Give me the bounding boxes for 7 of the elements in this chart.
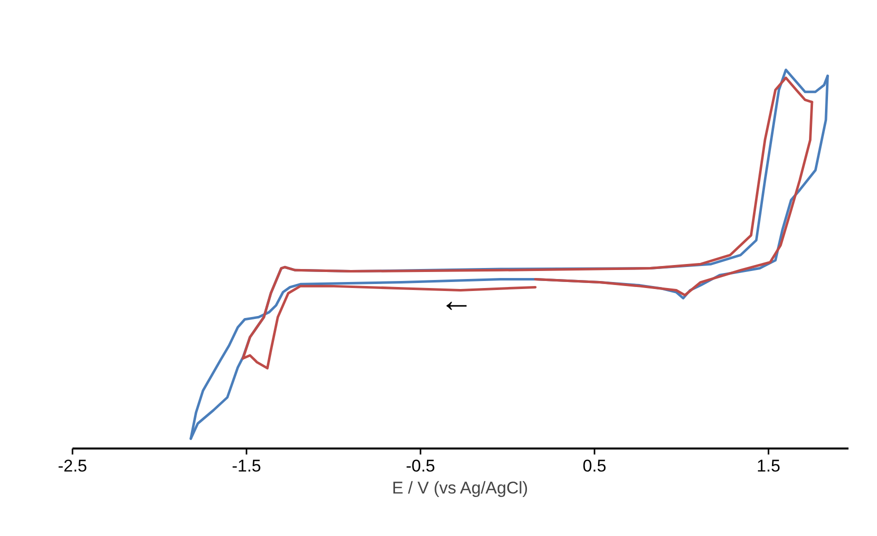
- x-tick-label: 1.5: [756, 456, 780, 476]
- x-axis-title: E / V (vs Ag/AgCl): [392, 478, 528, 498]
- annotation: ←: [440, 282, 474, 320]
- x-tick-label: -2.5: [58, 456, 88, 476]
- x-tick-label: -1.5: [232, 456, 262, 476]
- x-tick-label: 0.5: [582, 456, 606, 476]
- x-tick-label: -0.5: [406, 456, 436, 476]
